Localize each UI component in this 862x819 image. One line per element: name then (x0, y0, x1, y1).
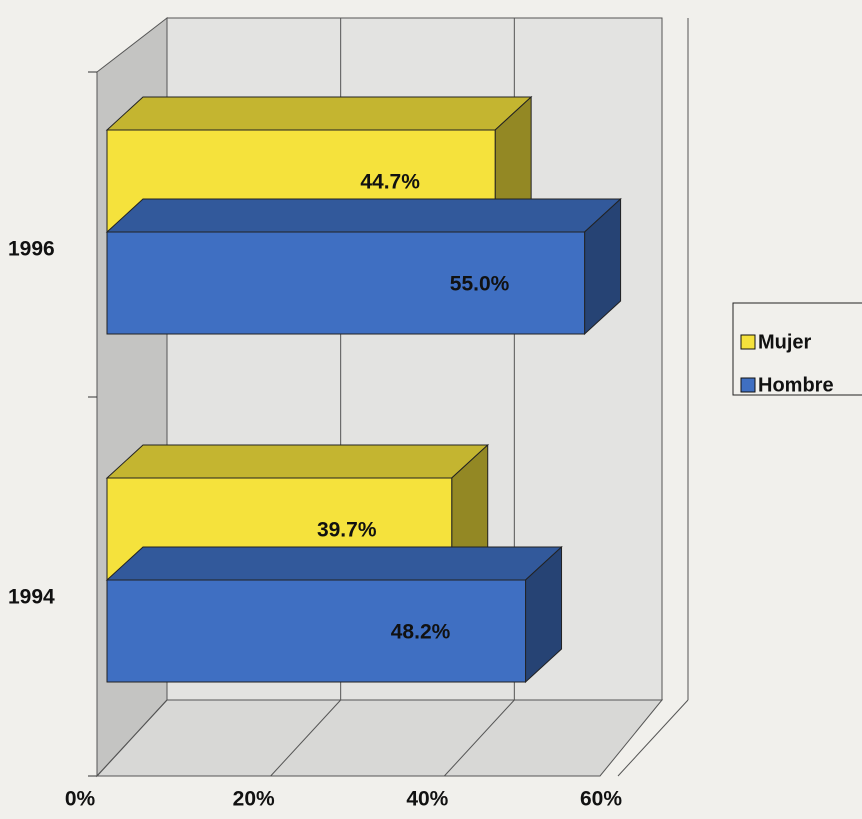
bar (106, 231, 586, 335)
y-tick-label: 1996 (8, 238, 55, 261)
x-tick-label: 40% (406, 788, 448, 811)
bar (106, 579, 527, 683)
floor-grid-line (96, 699, 168, 777)
value-label: 39.7% (317, 519, 377, 542)
value-label: 44.7% (360, 171, 420, 194)
legend-label: Mujer (758, 331, 812, 353)
x-tick-label: 0% (65, 788, 96, 811)
legend-label: Hombre (758, 374, 834, 396)
value-label: 55.0% (450, 273, 510, 296)
value-label: 48.2% (391, 621, 451, 644)
floor-grid-line (270, 699, 342, 777)
legend-swatch (740, 334, 756, 350)
legend-swatch (740, 377, 756, 393)
x-tick-label: 60% (580, 788, 622, 811)
y-tick-label: 1994 (8, 586, 55, 609)
floor (95, 699, 664, 777)
bar-top (105, 198, 622, 233)
floor-grid-line (443, 699, 515, 777)
floor-grid-line (617, 699, 689, 777)
legend: Mujer Hombre (732, 302, 862, 396)
bar-top (105, 96, 533, 131)
x-tick-label: 20% (233, 788, 275, 811)
bar-top (105, 546, 563, 581)
bar-top (105, 444, 490, 479)
